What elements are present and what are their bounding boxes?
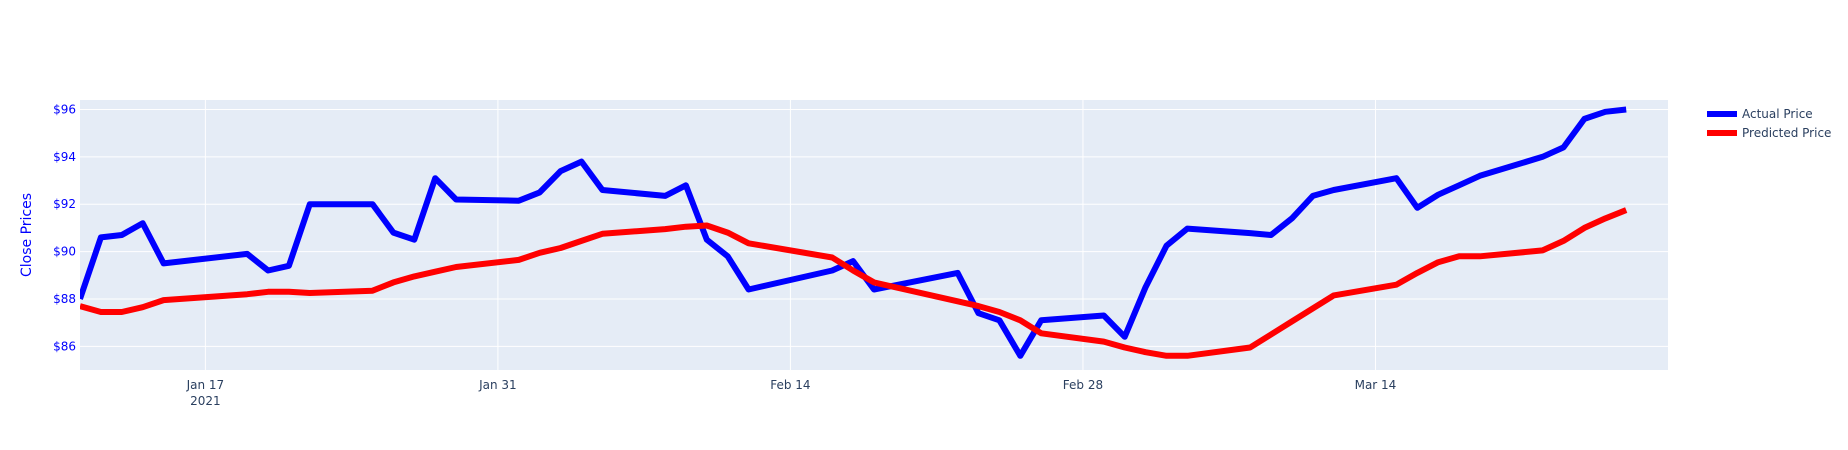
y-tick-label: $94 xyxy=(53,150,76,164)
plot-area xyxy=(80,106,1628,359)
x-tick-label: Jan 31 xyxy=(478,378,517,392)
legend[interactable]: Actual Price Predicted Price xyxy=(1707,107,1831,140)
legend-label: Actual Price xyxy=(1742,107,1813,121)
x-tick-label: Feb 28 xyxy=(1063,378,1103,392)
series-line-predicted xyxy=(80,207,1628,359)
legend-item[interactable]: Actual Price xyxy=(1707,107,1813,121)
legend-item[interactable]: Predicted Price xyxy=(1707,126,1831,140)
x-tick-year-label: 2021 xyxy=(190,394,221,408)
x-tick-label: Jan 17 xyxy=(186,378,225,392)
y-axis-title: Close Prices xyxy=(19,193,35,277)
y-tick-label: $88 xyxy=(53,292,76,306)
y-tick-label: $90 xyxy=(53,245,76,259)
y-tick-label: $92 xyxy=(53,197,76,211)
y-tick-label: $86 xyxy=(53,339,76,353)
x-tick-label: Feb 14 xyxy=(770,378,810,392)
plot-background xyxy=(80,100,1668,370)
y-tick-label: $96 xyxy=(53,102,76,116)
legend-label: Predicted Price xyxy=(1742,126,1831,140)
x-tick-label: Mar 14 xyxy=(1355,378,1397,392)
y-axis: $86 $88 $90 $92 $94 $96 xyxy=(53,102,76,353)
x-axis: Jan 17 2021 Jan 31 Feb 14 Feb 28 Mar 14 xyxy=(186,378,1397,408)
